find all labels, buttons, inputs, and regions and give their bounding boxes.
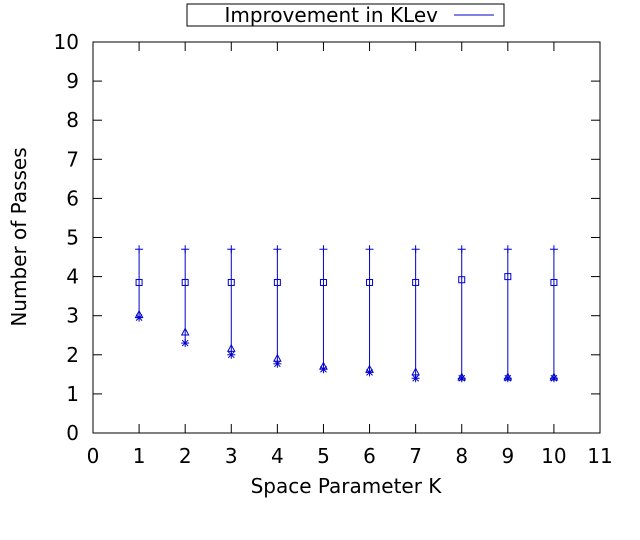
square-marker	[412, 278, 420, 286]
square-marker	[135, 278, 143, 286]
x-tick-label: 5	[317, 444, 330, 468]
asterisk-marker	[365, 368, 374, 377]
ast-d2	[227, 351, 235, 359]
plus-marker	[319, 245, 328, 254]
plus-marker	[227, 245, 236, 254]
asterisk-marker	[227, 350, 236, 359]
plus-marker	[181, 245, 190, 254]
x-tick-label: 0	[87, 444, 100, 468]
ast-d2	[274, 360, 281, 368]
y-tick-label: 6	[66, 186, 79, 210]
ast-d2	[320, 365, 327, 373]
square-marker	[550, 278, 558, 286]
ast-d2	[366, 369, 373, 376]
asterisk-marker	[135, 313, 144, 322]
asterisk-marker	[411, 374, 420, 383]
ast-d2	[504, 374, 512, 382]
y-tick-label: 7	[66, 147, 79, 171]
square-marker	[227, 278, 235, 286]
y-tick-label: 9	[66, 69, 79, 93]
x-tick-label: 4	[271, 444, 284, 468]
square-marker	[504, 273, 512, 281]
x-axis-title: Space Parameter K	[251, 474, 443, 498]
square-marker	[273, 278, 281, 286]
square-marker	[181, 278, 189, 286]
triangle-marker	[180, 327, 190, 336]
ast-d2	[181, 339, 189, 347]
x-tick-label: 8	[455, 444, 468, 468]
asterisk-marker	[273, 359, 282, 368]
y-tick-label: 1	[66, 382, 79, 406]
y-tick-label: 10	[54, 30, 79, 54]
x-tick-label: 10	[541, 444, 566, 468]
plot-frame	[92, 41, 601, 434]
y-tick-label: 3	[66, 304, 79, 328]
asterisk-marker	[181, 339, 190, 348]
y-tick-label: 0	[66, 421, 79, 445]
plus-marker	[273, 245, 282, 254]
y-tick-label: 5	[66, 226, 79, 250]
asterisk-marker	[457, 374, 466, 383]
plus-marker	[411, 245, 420, 254]
ast-d2	[412, 374, 419, 382]
ast-d2	[135, 314, 143, 322]
square-marker	[458, 276, 466, 284]
y-axis-title: Number of Passes	[7, 147, 31, 326]
ast-d2	[458, 374, 466, 382]
x-tick-label: 7	[409, 444, 422, 468]
data-series	[134, 245, 559, 383]
x-tick-label: 2	[179, 444, 192, 468]
square-marker	[319, 278, 327, 286]
tick-labels: 0 1 2 3 4 5 6 7 8 9 10 11 0 1 2 3 4 5 6 7 8 9 10	[54, 30, 613, 468]
y-tick-label: 2	[66, 343, 79, 367]
square-marker	[366, 278, 374, 286]
legend-box	[186, 3, 505, 27]
legend: Improvement in KLev	[186, 3, 505, 27]
x-tick-label: 6	[363, 444, 376, 468]
legend-label: Improvement in KLev	[224, 3, 438, 27]
x-tick-label: 3	[225, 444, 238, 468]
asterisk-marker	[549, 374, 558, 383]
x-tick-label: 9	[501, 444, 514, 468]
axis-ticks	[92, 41, 601, 434]
asterisk-marker	[319, 365, 328, 374]
x-tick-label: 11	[587, 444, 612, 468]
asterisk-marker	[503, 374, 512, 383]
y-tick-label: 4	[66, 265, 79, 289]
ast-d2	[550, 374, 558, 382]
plus-marker	[503, 245, 512, 254]
plus-marker	[135, 245, 144, 254]
x-tick-label: 1	[133, 444, 146, 468]
plus-marker	[549, 245, 558, 254]
plus-marker	[365, 245, 374, 254]
y-tick-label: 8	[66, 108, 79, 132]
plus-marker	[457, 245, 466, 254]
